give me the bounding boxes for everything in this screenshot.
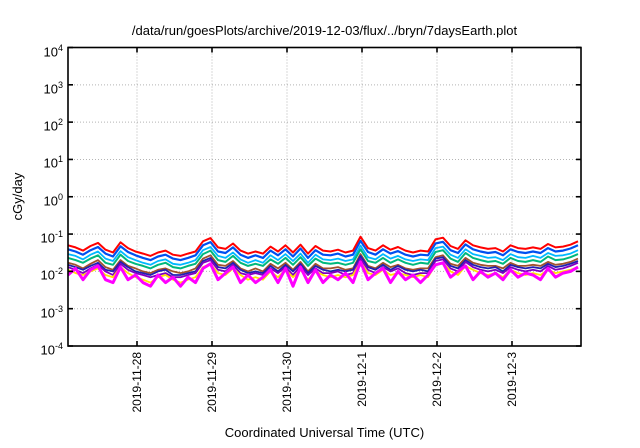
x-tick-label: 2019-11-30: [280, 352, 294, 413]
x-tick-label: 2019-12-1: [355, 352, 369, 407]
y-tick-label: 104: [43, 42, 63, 59]
brown-series: [67, 253, 579, 275]
red-series: [67, 235, 579, 257]
teal-series: [67, 248, 579, 270]
x-tick-label: 2019-11-29: [205, 352, 219, 413]
y-tick-label: 101: [43, 154, 63, 171]
y-tick-label: 102: [43, 117, 63, 134]
x-tick-label: 2019-11-28: [130, 352, 144, 413]
magenta-series: [67, 260, 579, 288]
plot-title: /data/run/goesPlots/archive/2019-12-03/f…: [131, 23, 518, 38]
x-tick-label: 2019-12-3: [505, 352, 519, 407]
y-tick-label: 10-4: [40, 341, 63, 358]
y-tick-label: 10-2: [40, 266, 63, 283]
y-tick-label: 103: [43, 79, 63, 97]
blue-series: [67, 239, 579, 262]
purple-series: [67, 257, 579, 279]
x-axis-label: Coordinated Universal Time (UTC): [224, 425, 425, 440]
y-tick-label: 10-1: [40, 229, 63, 246]
navy-series: [67, 254, 579, 276]
y-tick-label: 10-3: [40, 303, 63, 321]
cyan-series: [67, 244, 579, 266]
x-tick-label: 2019-12-2: [430, 352, 444, 407]
plot-border: [67, 46, 582, 347]
y-tick-label: 100: [43, 191, 63, 209]
